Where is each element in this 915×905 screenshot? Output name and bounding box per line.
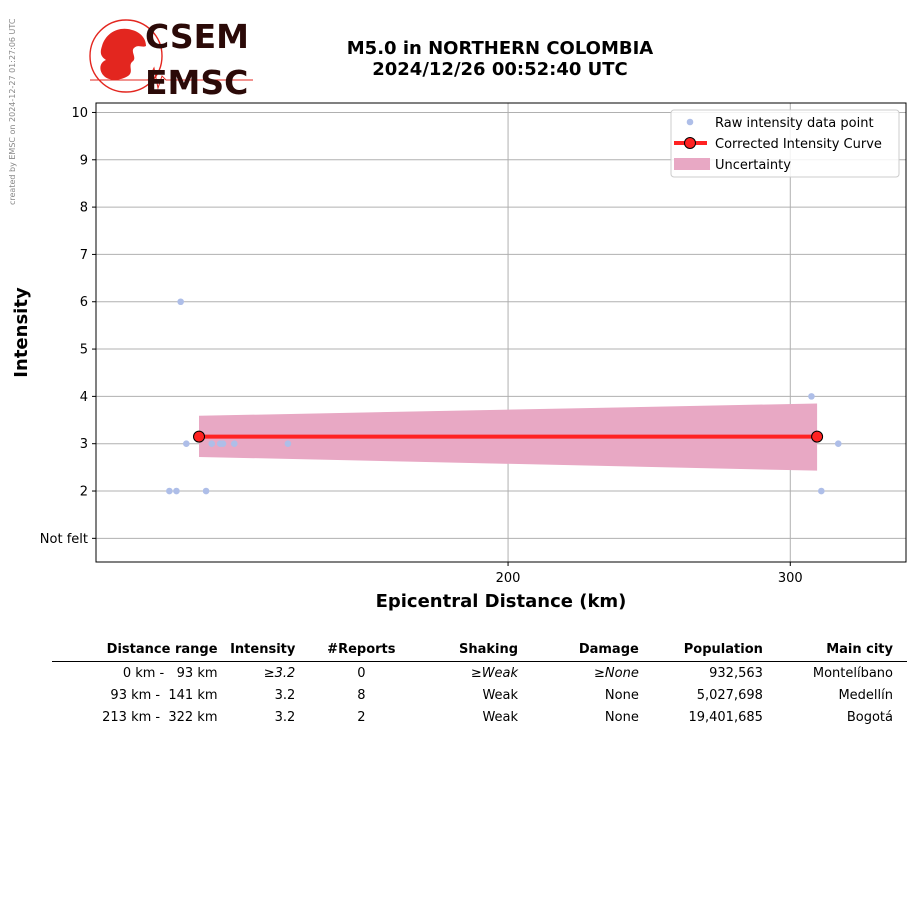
y-tick-label: 9 bbox=[80, 153, 88, 168]
cell-distance-range: 0 km - 93 km bbox=[122, 666, 218, 681]
header-population: Population bbox=[645, 640, 770, 662]
raw-data-point bbox=[284, 440, 292, 448]
cell-shaking: Weak bbox=[482, 710, 519, 725]
x-tick-label: 300 bbox=[778, 571, 803, 586]
header-damage: Damage bbox=[525, 640, 646, 662]
legend-band-swatch bbox=[674, 158, 710, 170]
x-tick-label: 200 bbox=[496, 571, 521, 586]
raw-data-point bbox=[177, 298, 184, 306]
header-reports: #Reports bbox=[302, 640, 401, 662]
table-row: 0 km - 93 km ≥3.2 0 ≥Weak ≥None 932,563 Montel… bbox=[52, 662, 907, 685]
intensity-table: Distance range Intensity #Reports Shakin… bbox=[52, 640, 907, 728]
raw-data-point bbox=[219, 440, 227, 448]
raw-data-point bbox=[818, 487, 825, 495]
raw-data-point bbox=[202, 487, 210, 495]
y-tick-label: 2 bbox=[80, 485, 88, 500]
logo-text-csem: CSEM bbox=[145, 18, 249, 56]
cell-intensity: 3.2 bbox=[274, 688, 296, 703]
raw-data-point bbox=[208, 440, 216, 448]
raw-data-point bbox=[808, 393, 815, 400]
cell-intensity: 3.2 bbox=[274, 710, 296, 725]
header-intensity: Intensity bbox=[224, 640, 303, 662]
y-tick-label: 8 bbox=[80, 201, 88, 216]
cell-damage: None bbox=[604, 688, 639, 703]
cell-reports: 2 bbox=[357, 710, 366, 725]
y-tick-label: 4 bbox=[80, 390, 88, 405]
cell-shaking: Weak bbox=[482, 688, 519, 703]
chart-title: M5.0 in NORTHERN COLOMBIA 2024/12/26 00:… bbox=[260, 38, 740, 80]
cell-population: 932,563 bbox=[709, 666, 763, 681]
y-axis-label: Intensity bbox=[11, 287, 32, 378]
y-tick-label: 10 bbox=[71, 106, 88, 121]
title-line-event: M5.0 in NORTHERN COLOMBIA bbox=[346, 38, 654, 59]
logo-text-emsc: EMSC bbox=[145, 63, 248, 98]
table-row: 213 km - 322 km 3.2 2 Weak None 19,401,685 Bog… bbox=[52, 706, 907, 728]
y-tick-label: 3 bbox=[80, 437, 88, 452]
cell-population: 5,027,698 bbox=[696, 688, 763, 703]
y-tick-label: 5 bbox=[80, 343, 88, 358]
legend-raw-marker bbox=[686, 118, 694, 126]
title-line-time: 2024/12/26 00:52:40 UTC bbox=[372, 59, 628, 80]
y-tick-label: 7 bbox=[80, 248, 88, 263]
raw-data-point bbox=[183, 440, 190, 448]
raw-data-point bbox=[166, 487, 173, 495]
legend-label: Raw intensity data point bbox=[715, 116, 874, 131]
raw-data-point bbox=[834, 440, 842, 448]
y-tick-label: 6 bbox=[80, 295, 88, 310]
table-row: 93 km - 141 km 3.2 8 Weak None 5,027,698 Medel… bbox=[52, 684, 907, 706]
header-main-city: Main city bbox=[769, 640, 907, 662]
curve-marker bbox=[193, 430, 206, 443]
legend-label: Corrected Intensity Curve bbox=[715, 137, 882, 152]
cell-reports: 0 bbox=[357, 666, 366, 681]
header-distance: Distance range bbox=[52, 640, 225, 662]
legend-label: Uncertainty bbox=[715, 158, 791, 173]
cell-reports: 8 bbox=[357, 688, 366, 703]
cell-intensity: ≥3.2 bbox=[263, 666, 296, 681]
cell-shaking: ≥Weak bbox=[470, 666, 519, 681]
cell-damage: ≥None bbox=[594, 666, 639, 681]
legend-curve-marker bbox=[684, 137, 696, 149]
cell-main-city: Bogotá bbox=[846, 710, 893, 725]
cell-distance-range: 213 km - 322 km bbox=[102, 710, 218, 725]
cell-damage: None bbox=[604, 710, 639, 725]
cell-main-city: Montelíbano bbox=[812, 666, 893, 681]
csem-emsc-logo: CSEM EMSC bbox=[89, 18, 253, 98]
table-header-row: Distance range Intensity #Reports Shakin… bbox=[52, 640, 907, 662]
legend-box bbox=[670, 109, 900, 178]
curve-marker bbox=[811, 430, 824, 443]
intensity-chart: Not felt 2 3 4 5 6 7 8 9 10 200 300 Epicentral Dista… bbox=[11, 102, 907, 612]
raw-data-point bbox=[230, 440, 238, 448]
header-shaking: Shaking bbox=[400, 640, 526, 662]
cell-distance-range: 93 km - 141 km bbox=[110, 688, 218, 703]
raw-data-point bbox=[173, 487, 180, 495]
cell-population: 19,401,685 bbox=[688, 710, 763, 725]
cell-main-city: Medellín bbox=[838, 688, 893, 703]
y-tick-label: Not felt bbox=[40, 532, 88, 547]
plot-frame bbox=[95, 102, 907, 563]
x-axis-label: Epicentral Distance (km) bbox=[376, 591, 627, 612]
